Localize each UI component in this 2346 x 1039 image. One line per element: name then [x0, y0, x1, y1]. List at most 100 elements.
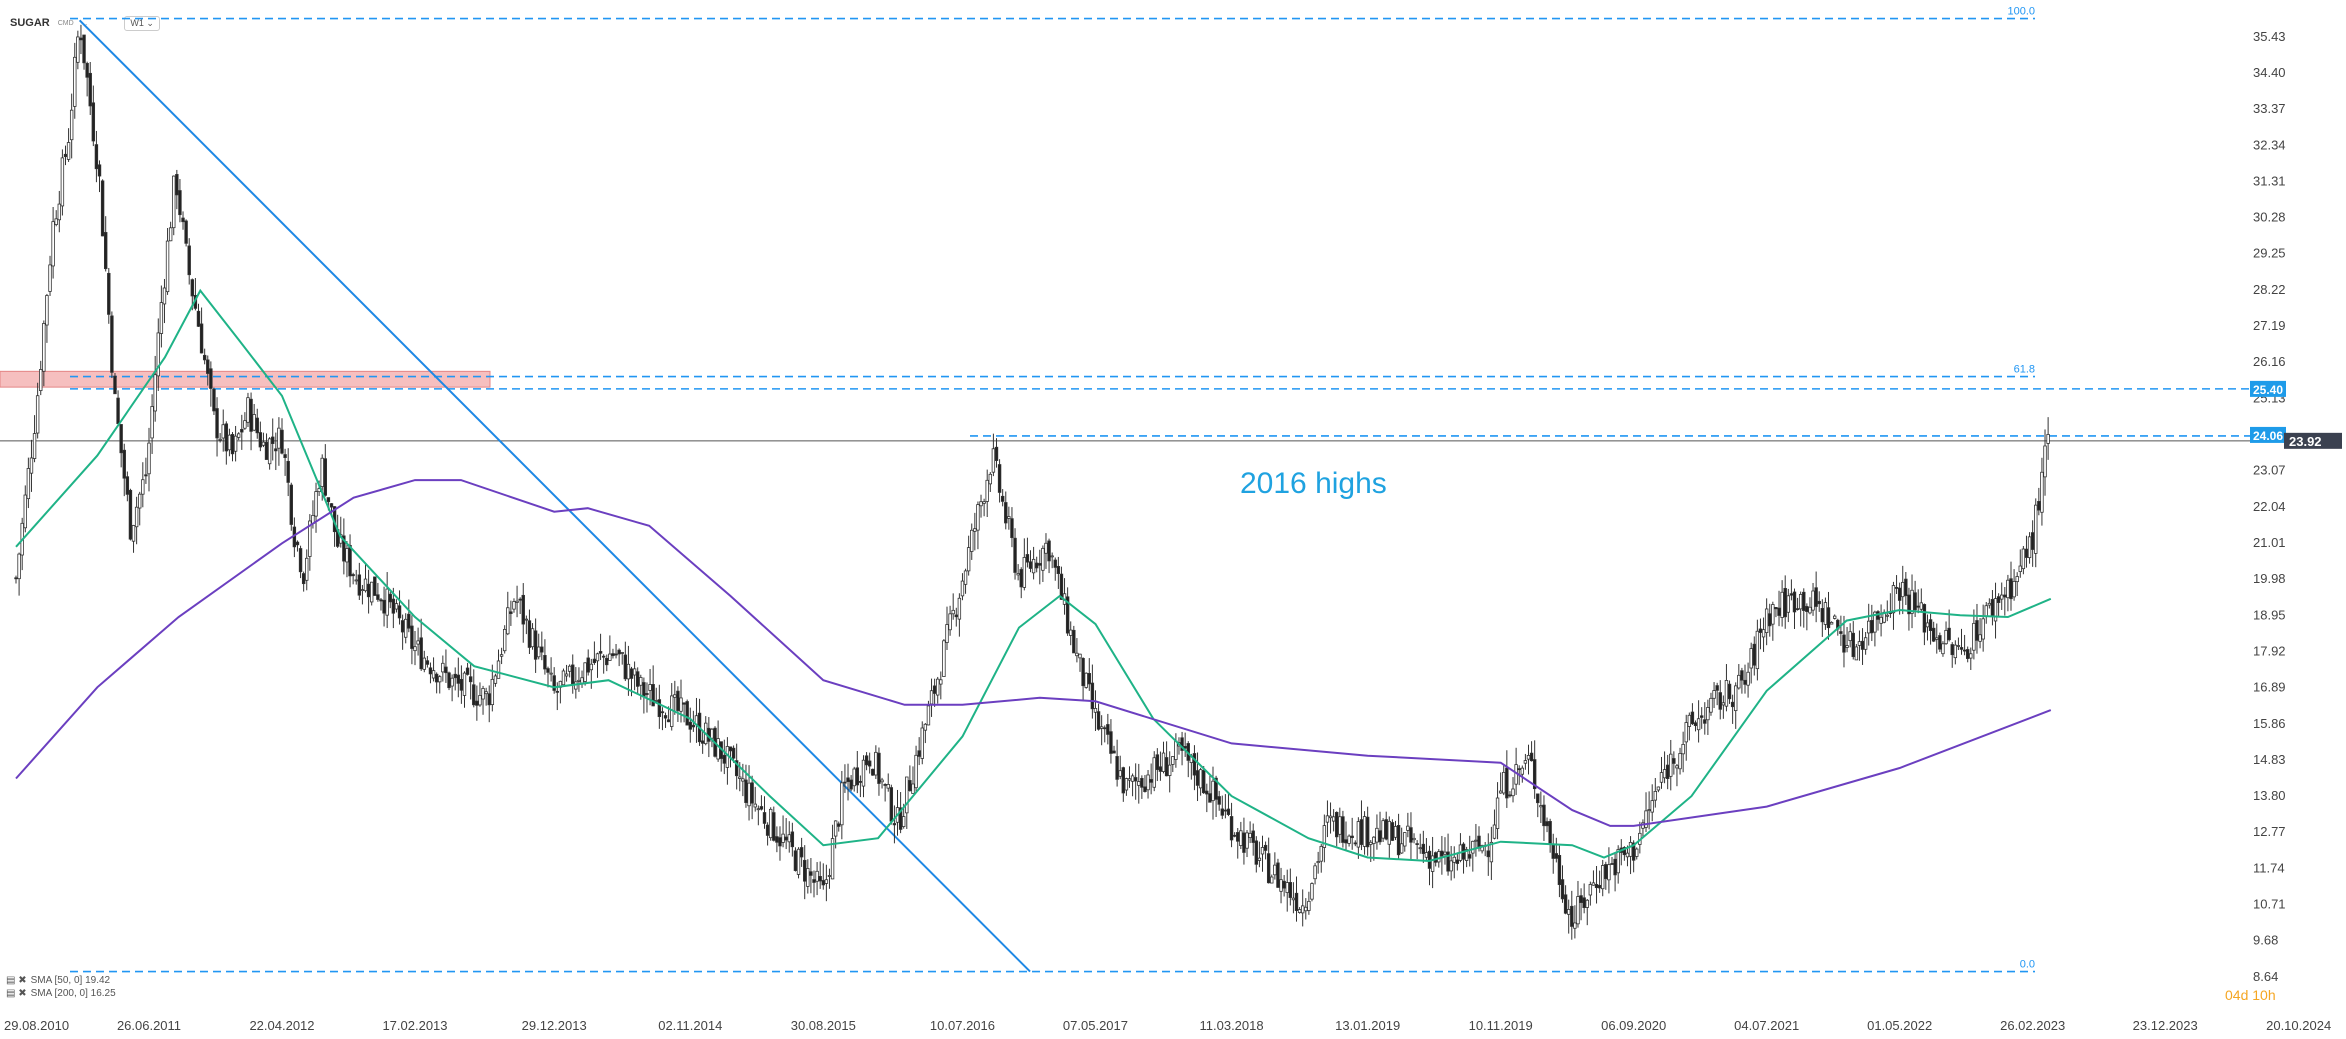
candle-body — [512, 601, 516, 610]
candle-body — [1987, 602, 1992, 606]
candle-body — [487, 693, 491, 706]
candle — [840, 770, 844, 840]
candle-body — [73, 56, 77, 107]
candle — [932, 678, 937, 707]
candle — [236, 432, 241, 441]
candle-body — [1236, 832, 1240, 842]
candle — [2027, 532, 2032, 564]
symbol-dropdown-icon[interactable]: ⌄ — [81, 18, 89, 28]
indicator-settings-icon[interactable]: ▤ ✖ — [6, 975, 27, 986]
candle-body — [728, 746, 733, 752]
candle — [948, 605, 952, 636]
candle — [694, 697, 699, 743]
candle-body — [1969, 653, 1973, 659]
candle-body — [1548, 821, 1552, 844]
candle — [1925, 614, 1930, 641]
candle — [243, 412, 247, 430]
indicator-sma-50[interactable]: ▤ ✖ SMA [50, 0] 19.42 — [6, 975, 110, 986]
candle-body — [874, 751, 878, 776]
candle — [2009, 561, 2013, 611]
symbol-name[interactable]: SUGAR — [10, 17, 50, 29]
candle-body — [799, 847, 804, 858]
candle — [1532, 740, 1537, 799]
candle — [1393, 820, 1398, 841]
candle-body — [264, 441, 269, 460]
candle — [1870, 604, 1874, 642]
candle — [1421, 830, 1426, 863]
candle — [1675, 763, 1679, 787]
candle — [51, 206, 55, 279]
candle — [778, 826, 782, 861]
candle-body — [1133, 777, 1138, 782]
candle-body — [147, 442, 151, 475]
x-tick-label: 30.08.2015 — [791, 1018, 856, 1033]
candle-body — [369, 581, 374, 603]
y-tick-label: 21.01 — [2253, 535, 2286, 550]
x-tick-label: 20.10.2024 — [2266, 1018, 2331, 1033]
candle-body — [806, 868, 810, 887]
candle-body — [1025, 554, 1030, 563]
candle-body — [1965, 649, 1970, 659]
candle — [1418, 833, 1422, 854]
candle — [79, 24, 83, 55]
candle — [249, 392, 253, 451]
candle — [1638, 821, 1642, 854]
candle-body — [1217, 796, 1221, 805]
indicator-sma-200[interactable]: ▤ ✖ SMA [200, 0] 16.25 — [6, 988, 116, 999]
candle-body — [688, 721, 692, 730]
candle-body — [527, 620, 532, 648]
candle-body — [246, 397, 250, 423]
candle-body — [1069, 629, 1073, 636]
candle — [982, 498, 986, 517]
candle-body — [45, 295, 49, 326]
indicator-settings-icon[interactable]: ▤ ✖ — [6, 988, 27, 999]
candle-body — [459, 678, 464, 691]
candle — [1536, 793, 1540, 818]
candle — [1529, 741, 1534, 762]
candle-body — [765, 824, 770, 836]
candle — [153, 355, 157, 422]
candle-body — [1464, 849, 1469, 861]
candle-body — [391, 598, 396, 614]
candle-body — [1093, 707, 1098, 713]
candle-body — [1802, 591, 1806, 611]
candle — [1211, 766, 1215, 820]
candle-body — [1786, 595, 1791, 613]
candle-body — [1706, 707, 1710, 721]
candle-body — [1635, 848, 1639, 857]
x-tick-label: 26.02.2023 — [2000, 1018, 2065, 1033]
candle-body — [2043, 445, 2047, 478]
candle-body — [1285, 882, 1289, 893]
candle-body — [168, 227, 173, 242]
candle — [277, 417, 281, 466]
candle — [1455, 852, 1460, 871]
candle — [611, 648, 615, 659]
candle — [1928, 613, 1933, 645]
candle-body — [1121, 767, 1126, 794]
candle-body — [1381, 820, 1385, 839]
candle — [289, 482, 293, 531]
candle-body — [1863, 637, 1868, 650]
candle-body — [515, 600, 519, 603]
candle-body — [1755, 630, 1760, 670]
candle-body — [1956, 645, 1961, 647]
candle-body — [1798, 594, 1803, 610]
candle — [1350, 817, 1354, 850]
candle-body — [979, 501, 983, 507]
candle-body — [1375, 827, 1379, 843]
y-tick-label: 33.37 — [2253, 101, 2286, 116]
candle-body — [1904, 578, 1908, 597]
candle-body — [475, 700, 479, 706]
candle-body — [1372, 836, 1376, 844]
candle-body — [190, 279, 195, 297]
candle-body — [1378, 830, 1382, 843]
candle — [447, 671, 451, 691]
candle-body — [1656, 786, 1661, 791]
candle-body — [852, 768, 856, 787]
candle-body — [1644, 810, 1648, 828]
candle — [923, 723, 928, 744]
candle-body — [1737, 674, 1741, 689]
candle-body — [1205, 790, 1209, 795]
candle — [1013, 528, 1017, 580]
